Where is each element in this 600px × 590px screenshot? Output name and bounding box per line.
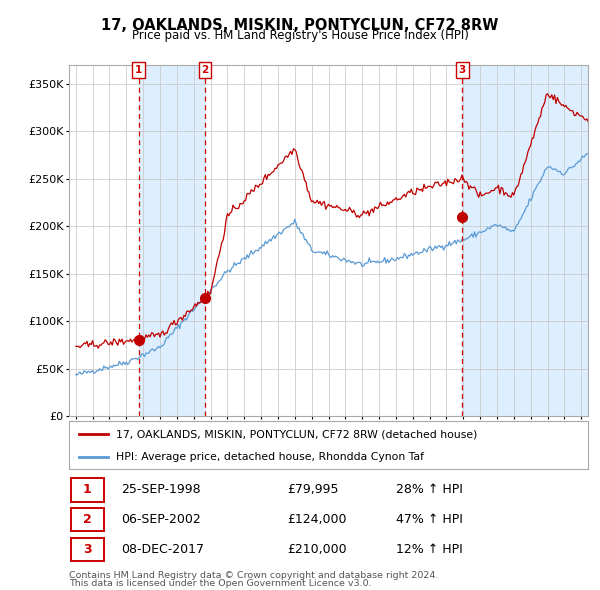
FancyBboxPatch shape	[71, 478, 104, 501]
Text: 1: 1	[135, 65, 142, 75]
Text: 12% ↑ HPI: 12% ↑ HPI	[396, 543, 463, 556]
Text: 17, OAKLANDS, MISKIN, PONTYCLUN, CF72 8RW (detached house): 17, OAKLANDS, MISKIN, PONTYCLUN, CF72 8R…	[116, 429, 477, 439]
Text: £210,000: £210,000	[287, 543, 347, 556]
Text: 06-SEP-2002: 06-SEP-2002	[121, 513, 200, 526]
Text: 3: 3	[83, 543, 92, 556]
Text: 28% ↑ HPI: 28% ↑ HPI	[396, 483, 463, 496]
Text: 1: 1	[83, 483, 92, 496]
Text: Contains HM Land Registry data © Crown copyright and database right 2024.: Contains HM Land Registry data © Crown c…	[69, 571, 439, 579]
Bar	[139, 65, 205, 416]
FancyBboxPatch shape	[71, 508, 104, 532]
Bar	[462, 65, 588, 416]
Text: 3: 3	[458, 65, 466, 75]
Text: 08-DEC-2017: 08-DEC-2017	[121, 543, 204, 556]
Text: HPI: Average price, detached house, Rhondda Cynon Taf: HPI: Average price, detached house, Rhon…	[116, 452, 424, 462]
Text: 25-SEP-1998: 25-SEP-1998	[121, 483, 200, 496]
Text: £79,995: £79,995	[287, 483, 338, 496]
Text: 47% ↑ HPI: 47% ↑ HPI	[396, 513, 463, 526]
Text: Price paid vs. HM Land Registry's House Price Index (HPI): Price paid vs. HM Land Registry's House …	[131, 30, 469, 42]
Text: £124,000: £124,000	[287, 513, 346, 526]
Text: 17, OAKLANDS, MISKIN, PONTYCLUN, CF72 8RW: 17, OAKLANDS, MISKIN, PONTYCLUN, CF72 8R…	[101, 18, 499, 32]
Text: 2: 2	[202, 65, 209, 75]
Text: 2: 2	[83, 513, 92, 526]
Text: This data is licensed under the Open Government Licence v3.0.: This data is licensed under the Open Gov…	[69, 579, 371, 588]
FancyBboxPatch shape	[71, 538, 104, 561]
